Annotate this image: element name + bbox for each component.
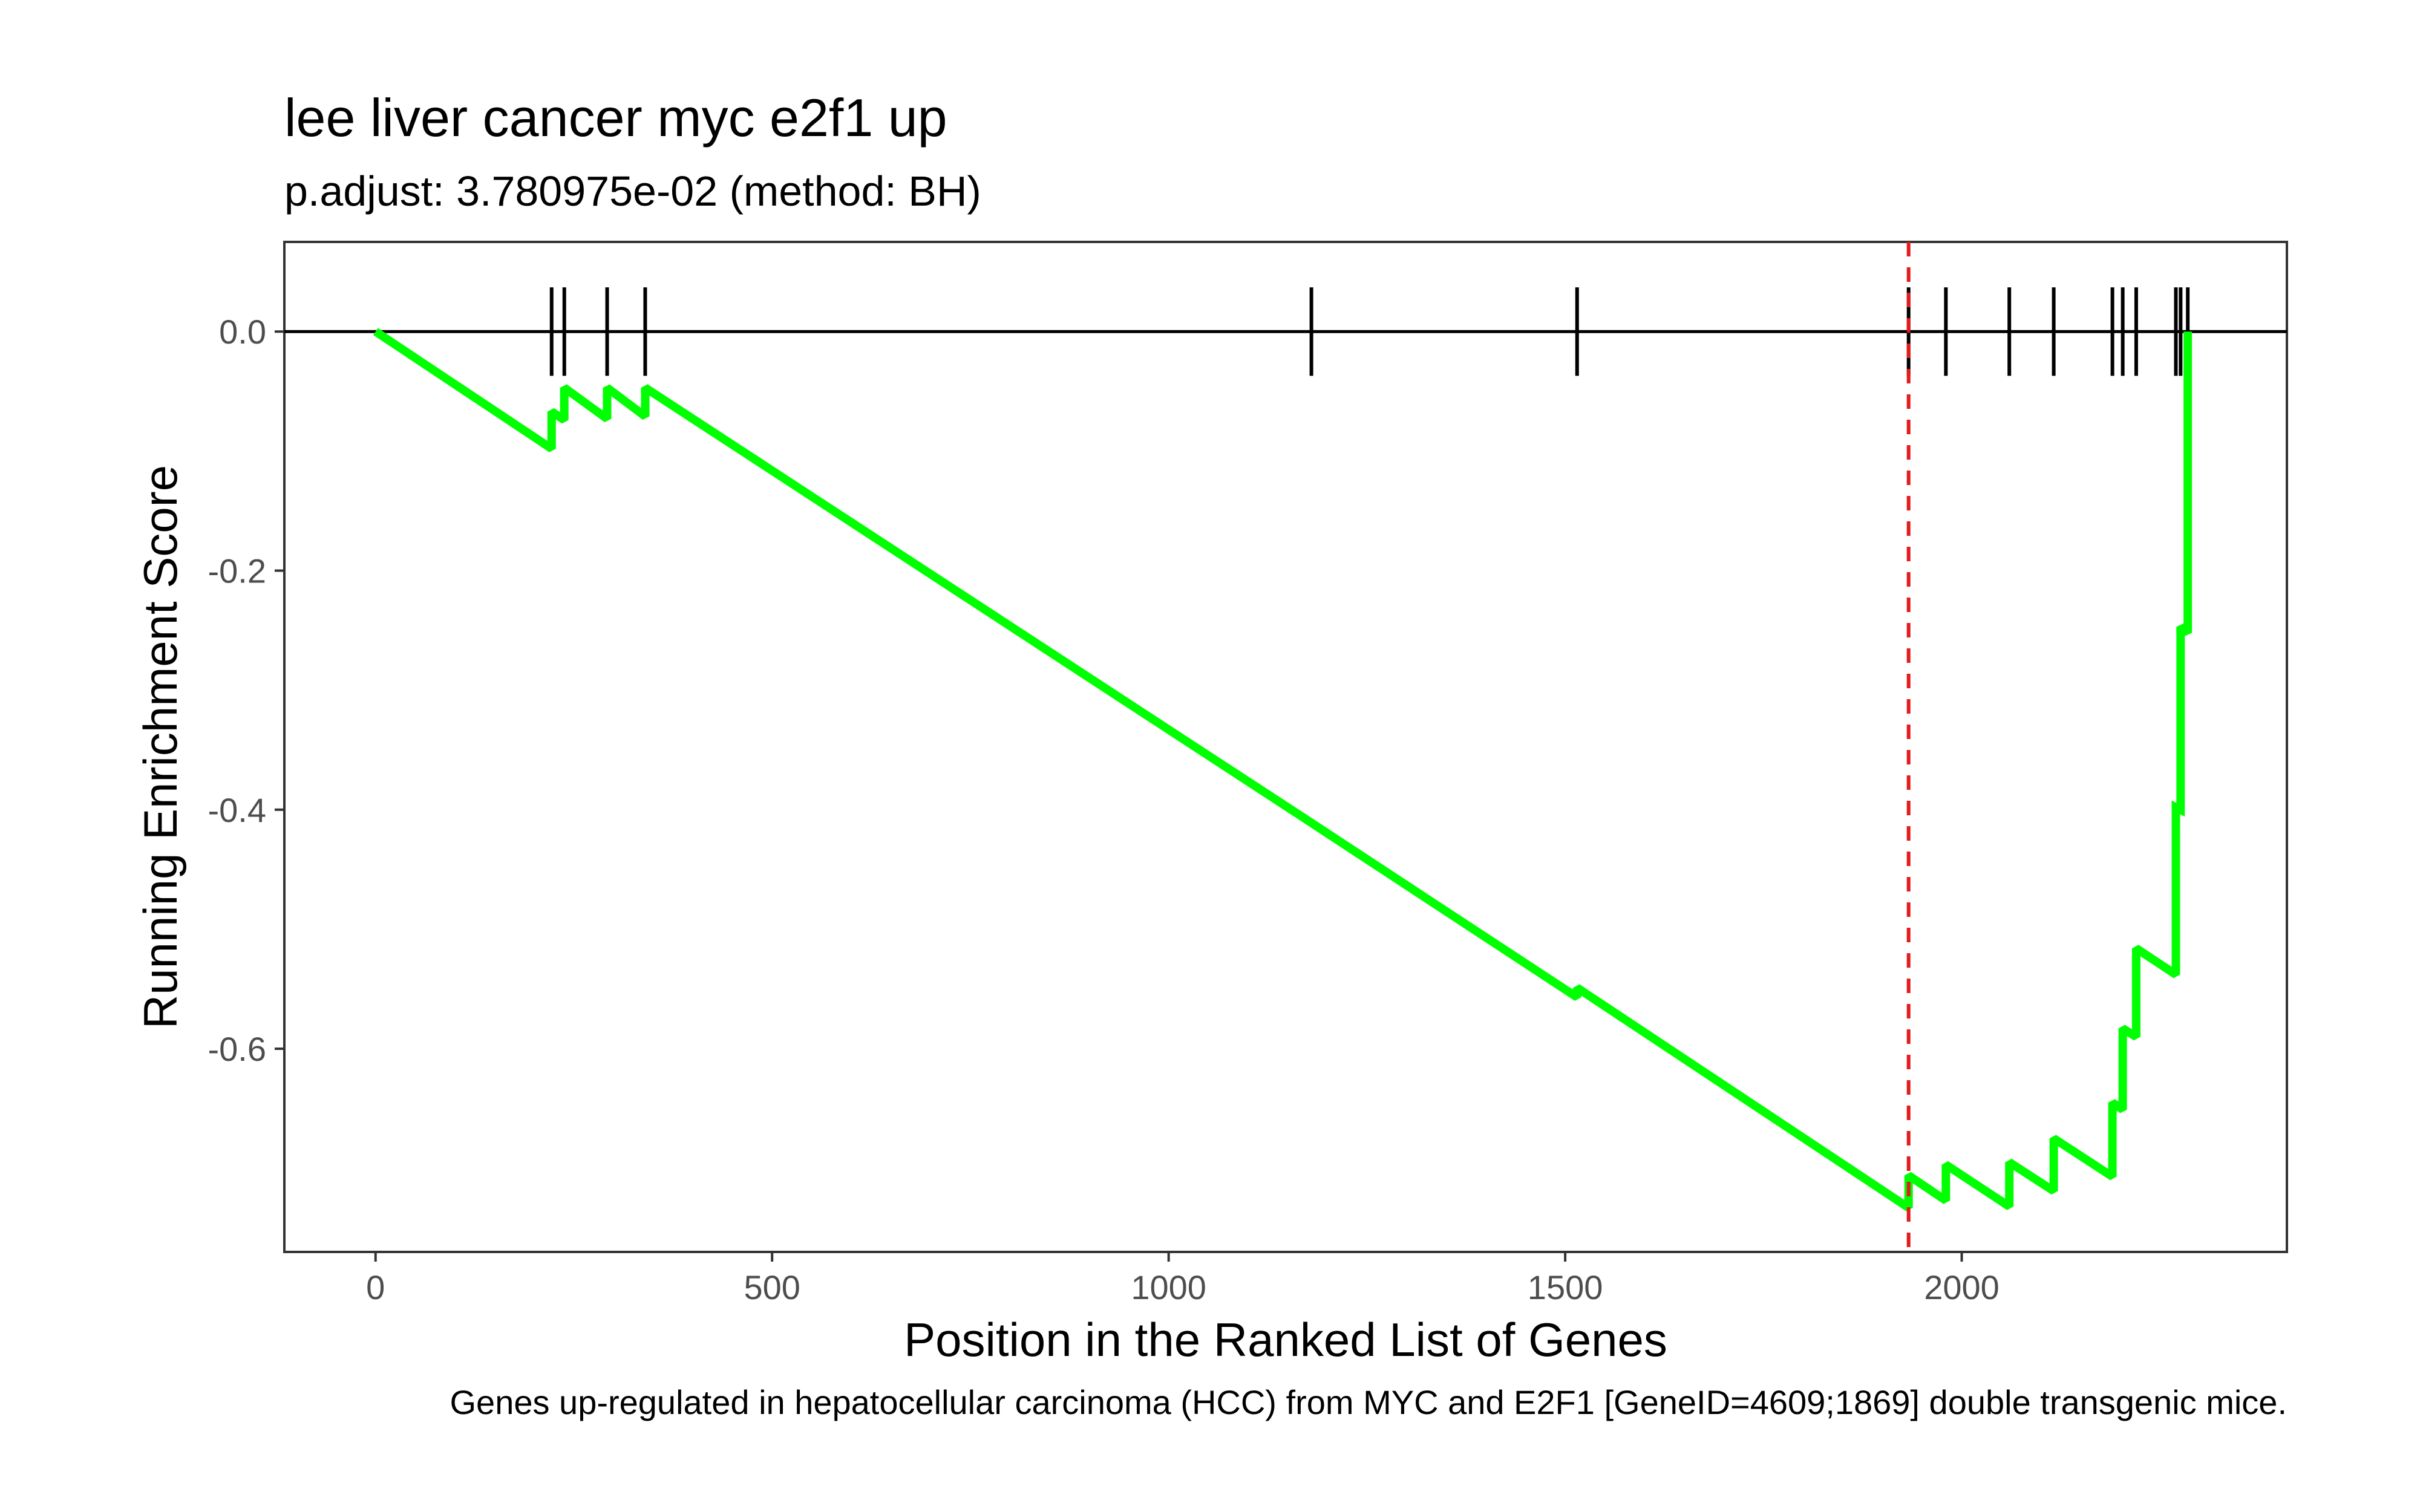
x-tick-label-3: 1500	[1528, 1268, 1603, 1306]
y-tick-label-1: -0.2	[208, 552, 267, 590]
x-axis-label: Position in the Ranked List of Genes	[904, 1313, 1667, 1366]
plot-panel	[283, 241, 2288, 1253]
y-tick-label-0: 0.0	[219, 313, 266, 351]
y-tick-label-3: -0.6	[208, 1030, 267, 1068]
y-axis-label: Running Enrichment Score	[134, 465, 187, 1029]
chart-subtitle: p.adjust: 3.780975e-02 (method: BH)	[284, 168, 981, 215]
x-tick-label-2: 1000	[1131, 1268, 1206, 1306]
y-axis: 0.0 -0.2 -0.4 -0.6	[208, 313, 284, 1068]
x-axis: 0 500 1000 1500 2000	[366, 1252, 2000, 1306]
chart-title: lee liver cancer myc e2f1 up	[284, 88, 947, 148]
plot-area	[284, 242, 2287, 1252]
x-tick-label-4: 2000	[1924, 1268, 2000, 1306]
y-tick-label-2: -0.4	[208, 791, 267, 829]
x-tick-label-1: 500	[744, 1268, 800, 1306]
x-tick-label-0: 0	[366, 1268, 385, 1306]
enrichment-score-line-0	[373, 328, 2193, 1211]
chart-caption: Genes up-regulated in hepatocellular car…	[450, 1383, 2288, 1421]
